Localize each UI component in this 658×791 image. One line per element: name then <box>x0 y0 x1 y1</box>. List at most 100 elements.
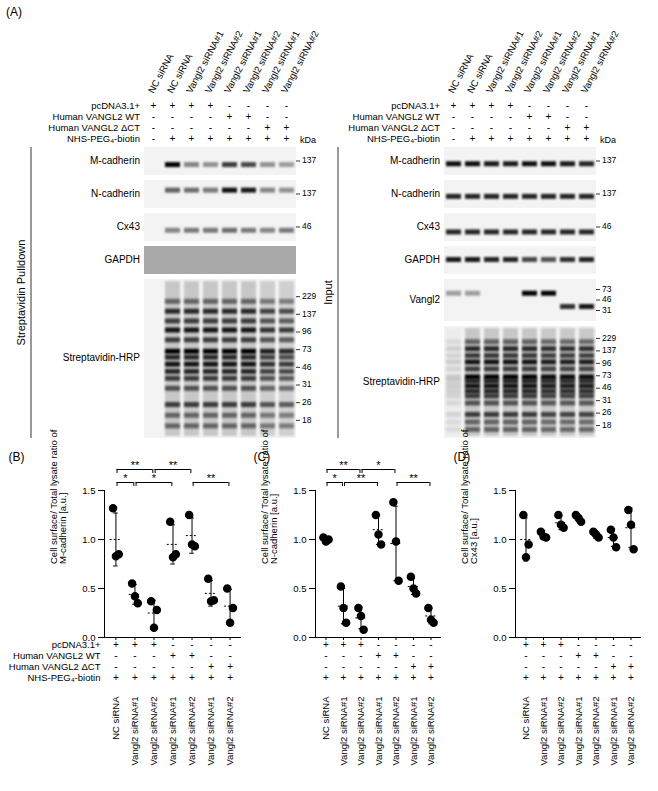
svg-text:+: + <box>523 672 529 683</box>
svg-text:-: - <box>471 111 474 122</box>
svg-text:+: + <box>323 672 329 683</box>
svg-text:Streptavidin-HRP: Streptavidin-HRP <box>63 352 141 363</box>
svg-text:Vangl2 siRNA#1: Vangl2 siRNA#1 <box>129 697 140 766</box>
svg-text:-: - <box>228 122 231 133</box>
svg-text:-: - <box>490 122 493 133</box>
svg-text:pcDNA3.1+: pcDNA3.1+ <box>91 100 140 111</box>
svg-text:Vangl2 siRNA#1: Vangl2 siRNA#1 <box>573 697 584 766</box>
svg-text:+: + <box>558 639 564 650</box>
svg-text:-: - <box>171 661 174 672</box>
svg-text:+: + <box>611 661 617 672</box>
svg-text:+: + <box>470 133 476 144</box>
svg-text:0.5: 0.5 <box>293 583 306 594</box>
svg-text:-: - <box>429 650 432 661</box>
svg-text:-: - <box>228 650 231 661</box>
svg-text:+: + <box>170 672 176 683</box>
svg-text:-: - <box>209 639 212 650</box>
svg-text:-: - <box>524 661 527 672</box>
svg-text:+: + <box>523 639 529 650</box>
svg-text:+: + <box>593 650 599 661</box>
svg-text:-: - <box>133 650 136 661</box>
svg-text:**: ** <box>169 459 178 471</box>
svg-text:-: - <box>547 100 550 111</box>
svg-text:+: + <box>132 672 138 683</box>
svg-text:-: - <box>171 122 174 133</box>
svg-text:96: 96 <box>302 326 312 336</box>
svg-text:-: - <box>612 650 615 661</box>
svg-text:Vangl2 siRNA#2: Vangl2 siRNA#2 <box>425 697 436 766</box>
svg-text:N-cadherin: N-cadherin <box>91 188 140 199</box>
svg-text:+: + <box>584 122 590 133</box>
svg-text:-: - <box>190 111 193 122</box>
svg-text:NHS-PEG₄-biotin: NHS-PEG₄-biotin <box>367 133 440 144</box>
svg-text:-: - <box>585 111 588 122</box>
svg-text:-: - <box>152 122 155 133</box>
svg-text:+: + <box>565 122 571 133</box>
svg-text:+: + <box>489 133 495 144</box>
svg-text:**: ** <box>409 472 418 484</box>
svg-text:+: + <box>541 672 547 683</box>
svg-text:**: ** <box>357 472 366 484</box>
svg-text:-: - <box>152 661 155 672</box>
svg-text:+: + <box>151 639 157 650</box>
svg-text:Vangl2 siRNA#2: Vangl2 siRNA#2 <box>590 697 601 766</box>
svg-text:-: - <box>524 650 527 661</box>
svg-text:-: - <box>394 661 397 672</box>
svg-text:-: - <box>566 111 569 122</box>
svg-text:-: - <box>190 639 193 650</box>
svg-text:Vangl2 siRNA#2: Vangl2 siRNA#2 <box>579 29 621 95</box>
svg-text:GAPDH: GAPDH <box>404 254 440 265</box>
svg-text:pcDNA3.1+: pcDNA3.1+ <box>52 639 101 650</box>
svg-text:73: 73 <box>602 284 612 294</box>
svg-text:-: - <box>452 111 455 122</box>
svg-text:+: + <box>265 122 271 133</box>
svg-text:26: 26 <box>302 397 312 407</box>
svg-text:-: - <box>629 639 632 650</box>
svg-text:0.0: 0.0 <box>293 632 306 643</box>
svg-text:+: + <box>376 672 382 683</box>
svg-text:-: - <box>509 122 512 133</box>
svg-text:kDa: kDa <box>600 135 616 145</box>
svg-text:+: + <box>593 672 599 683</box>
svg-text:-: - <box>342 661 345 672</box>
svg-text:31: 31 <box>302 379 312 389</box>
svg-text:+: + <box>451 100 457 111</box>
svg-text:**: ** <box>131 459 140 471</box>
svg-text:*: * <box>376 459 381 471</box>
svg-text:**: ** <box>339 459 348 471</box>
svg-text:+: + <box>508 100 514 111</box>
svg-text:+: + <box>284 122 290 133</box>
svg-text:-: - <box>452 133 455 144</box>
svg-text:-: - <box>577 661 580 672</box>
svg-text:46: 46 <box>602 382 612 392</box>
svg-text:Cx43: Cx43 <box>117 221 141 232</box>
svg-text:31: 31 <box>602 395 612 405</box>
svg-text:Vangl2 siRNA#2: Vangl2 siRNA#2 <box>555 697 566 766</box>
svg-text:+: + <box>508 133 514 144</box>
svg-text:Human VANGL2 ΔCT: Human VANGL2 ΔCT <box>9 661 101 672</box>
svg-text:NC siRNA: NC siRNA <box>110 696 121 740</box>
svg-text:Vangl2 siRNA#2: Vangl2 siRNA#2 <box>148 697 159 766</box>
svg-text:pcDNA3.1+: pcDNA3.1+ <box>391 100 440 111</box>
svg-text:+: + <box>393 672 399 683</box>
svg-text:Vangl2 siRNA#1: Vangl2 siRNA#1 <box>373 697 384 766</box>
svg-text:+: + <box>246 133 252 144</box>
svg-text:+: + <box>246 111 252 122</box>
svg-text:+: + <box>151 100 157 111</box>
svg-text:*: * <box>152 472 157 484</box>
svg-text:+: + <box>113 639 119 650</box>
svg-text:-: - <box>394 639 397 650</box>
svg-text:Human VANGL2 WT: Human VANGL2 WT <box>53 111 141 122</box>
svg-text:+: + <box>170 100 176 111</box>
svg-text:-: - <box>412 650 415 661</box>
svg-text:+: + <box>189 100 195 111</box>
svg-text:137: 137 <box>302 309 316 319</box>
svg-text:-: - <box>324 661 327 672</box>
svg-text:+: + <box>341 639 347 650</box>
svg-text:Vangl2 siRNA#2: Vangl2 siRNA#2 <box>279 29 321 95</box>
svg-text:-: - <box>190 122 193 133</box>
svg-text:NC siRNA: NC siRNA <box>520 696 531 740</box>
svg-text:+: + <box>151 672 157 683</box>
svg-text:+: + <box>265 133 271 144</box>
svg-text:+: + <box>227 672 233 683</box>
